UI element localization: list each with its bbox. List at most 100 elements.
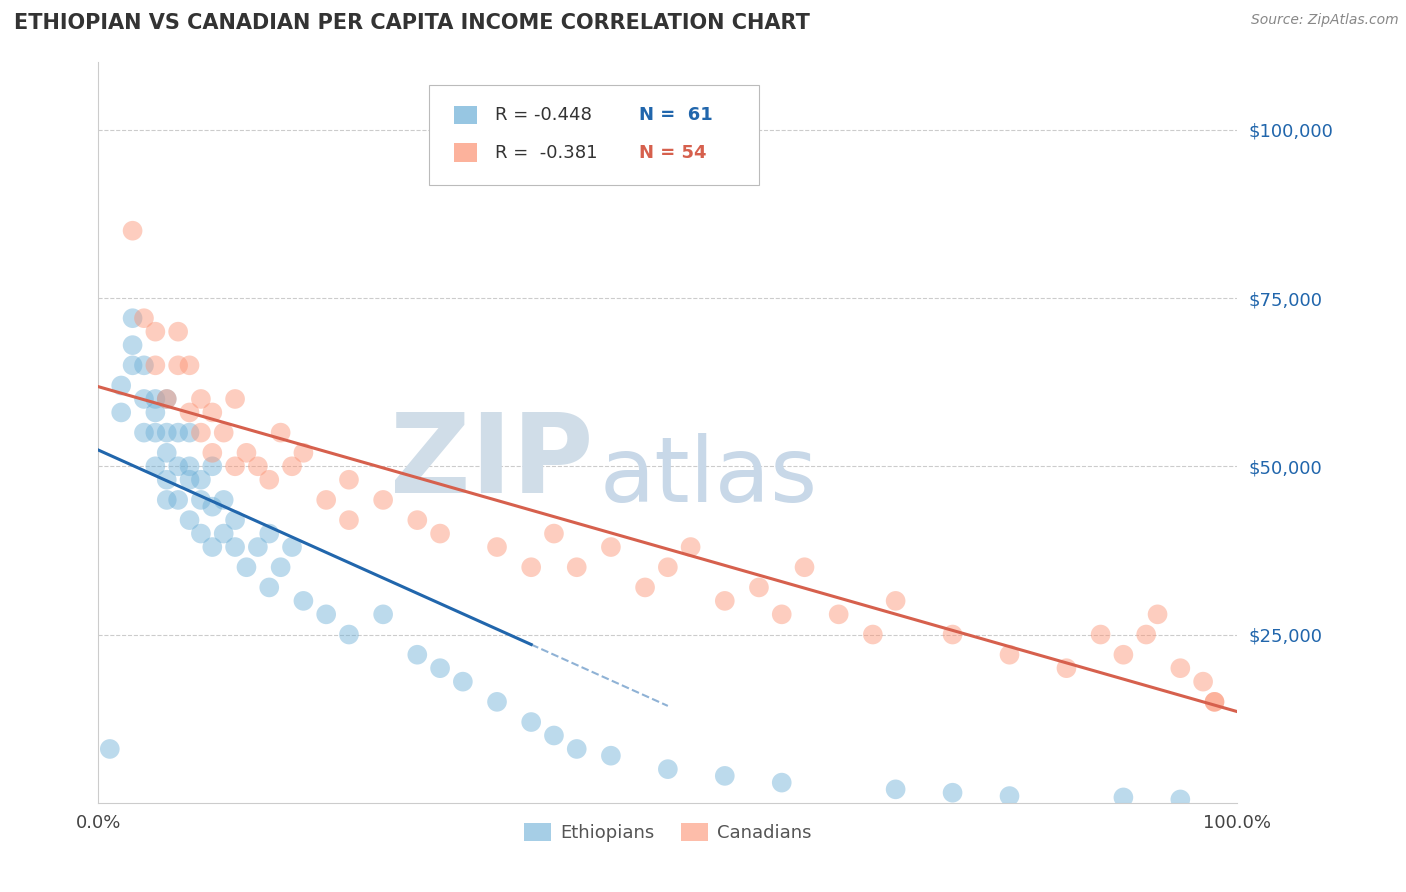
Point [156, 425, 179, 440]
Legend: Ethiopians, Canadians: Ethiopians, Canadians [516, 815, 820, 849]
Text: R = -0.448: R = -0.448 [495, 106, 592, 124]
Point [132, 425, 155, 440]
Point [1170, 661, 1192, 675]
Point [337, 473, 360, 487]
Point [259, 473, 281, 487]
Point [145, 459, 167, 474]
Point [1112, 648, 1135, 662]
Point [1170, 792, 1192, 806]
Point [1204, 695, 1226, 709]
Point [270, 425, 292, 440]
Point [371, 492, 394, 507]
Point [167, 492, 190, 507]
Point [1204, 695, 1226, 709]
Text: N =  61: N = 61 [640, 106, 713, 124]
Point [520, 560, 543, 574]
Point [679, 540, 702, 554]
Point [132, 392, 155, 406]
Point [121, 359, 143, 373]
Point [156, 392, 179, 406]
Point [270, 560, 292, 574]
Text: atlas: atlas [599, 433, 818, 521]
Point [167, 359, 190, 373]
Text: ETHIOPIAN VS CANADIAN PER CAPITA INCOME CORRELATION CHART: ETHIOPIAN VS CANADIAN PER CAPITA INCOME … [14, 13, 810, 33]
Point [565, 560, 588, 574]
Point [259, 526, 281, 541]
Point [292, 446, 315, 460]
Point [212, 492, 235, 507]
FancyBboxPatch shape [454, 144, 477, 161]
Point [486, 695, 509, 709]
Point [224, 459, 246, 474]
Point [156, 392, 179, 406]
Point [156, 492, 179, 507]
Point [121, 311, 143, 326]
Point [998, 648, 1021, 662]
Point [828, 607, 851, 622]
Point [486, 540, 509, 554]
Point [281, 540, 304, 554]
Point [179, 473, 201, 487]
Point [600, 540, 623, 554]
Point [292, 594, 315, 608]
Text: R =  -0.381: R = -0.381 [495, 144, 598, 161]
Point [942, 627, 965, 641]
FancyBboxPatch shape [429, 85, 759, 185]
Point [1112, 790, 1135, 805]
Point [315, 607, 337, 622]
Point [201, 446, 224, 460]
Point [212, 526, 235, 541]
Point [862, 627, 884, 641]
Point [235, 446, 257, 460]
Point [179, 459, 201, 474]
Point [1135, 627, 1157, 641]
Point [190, 492, 212, 507]
FancyBboxPatch shape [454, 106, 477, 124]
Point [770, 775, 793, 789]
Point [145, 359, 167, 373]
Point [520, 714, 543, 729]
Point [884, 594, 907, 608]
Point [201, 540, 224, 554]
Point [190, 425, 212, 440]
Point [657, 560, 679, 574]
Point [145, 392, 167, 406]
Point [406, 513, 429, 527]
Point [156, 473, 179, 487]
Point [235, 560, 257, 574]
Point [246, 540, 269, 554]
Point [121, 338, 143, 352]
Point [1146, 607, 1168, 622]
Text: Source: ZipAtlas.com: Source: ZipAtlas.com [1251, 13, 1399, 28]
Point [156, 446, 179, 460]
Point [179, 359, 201, 373]
Point [1192, 674, 1215, 689]
Point [281, 459, 304, 474]
Point [770, 607, 793, 622]
Point [942, 786, 965, 800]
Point [121, 224, 143, 238]
Point [132, 359, 155, 373]
Point [371, 607, 394, 622]
Point [98, 742, 121, 756]
Point [110, 378, 132, 392]
Point [224, 540, 246, 554]
Point [429, 661, 451, 675]
Point [451, 674, 474, 689]
Point [224, 392, 246, 406]
Point [190, 392, 212, 406]
Point [246, 459, 269, 474]
Text: ZIP: ZIP [391, 409, 593, 516]
Point [167, 425, 190, 440]
Point [543, 526, 565, 541]
Point [714, 594, 737, 608]
Point [337, 627, 360, 641]
Point [224, 513, 246, 527]
Point [201, 405, 224, 419]
Point [201, 459, 224, 474]
Point [190, 473, 212, 487]
Point [179, 425, 201, 440]
Point [145, 325, 167, 339]
Point [657, 762, 679, 776]
Text: N = 54: N = 54 [640, 144, 707, 161]
